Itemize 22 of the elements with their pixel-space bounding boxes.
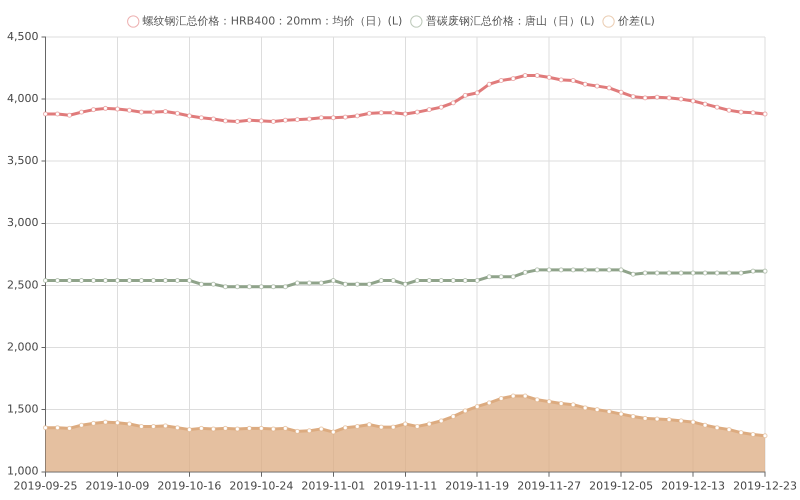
y-tick-label: 4,500 (6, 30, 38, 43)
x-tick-label: 2019-12-23 (733, 479, 798, 492)
y-tick-label: 1,500 (6, 402, 38, 416)
y-tick-label: 1,000 (6, 464, 38, 478)
legend-label: 普碳废钢汇总价格：唐山（日）(L) (426, 14, 595, 28)
y-tick-label: 4,000 (6, 92, 38, 105)
x-tick-label: 2019-10-24 (229, 479, 294, 492)
x-tick-label: 2019-11-11 (373, 479, 438, 492)
x-tick-label: 2019-12-13 (661, 479, 726, 492)
x-tick-label: 2019-11-19 (445, 479, 510, 492)
x-tick-label: 2019-10-09 (85, 479, 150, 492)
x-tick-label: 2019-11-27 (517, 479, 582, 492)
legend-label: 螺纹钢汇总价格：HRB400：20mm：均价（日）(L) (142, 14, 402, 28)
y-tick-label: 2,500 (6, 278, 38, 292)
x-tick-label: 2019-11-01 (301, 479, 366, 492)
x-tick-label: 2019-12-05 (589, 479, 654, 492)
x-tick-label: 2019-09-25 (14, 479, 78, 492)
legend-label: 价差(L) (617, 14, 655, 28)
y-tick-label: 3,000 (6, 216, 38, 230)
x-tick-label: 2019-10-16 (157, 479, 222, 492)
y-tick-label: 3,500 (6, 154, 38, 168)
y-tick-label: 2,000 (6, 340, 38, 354)
